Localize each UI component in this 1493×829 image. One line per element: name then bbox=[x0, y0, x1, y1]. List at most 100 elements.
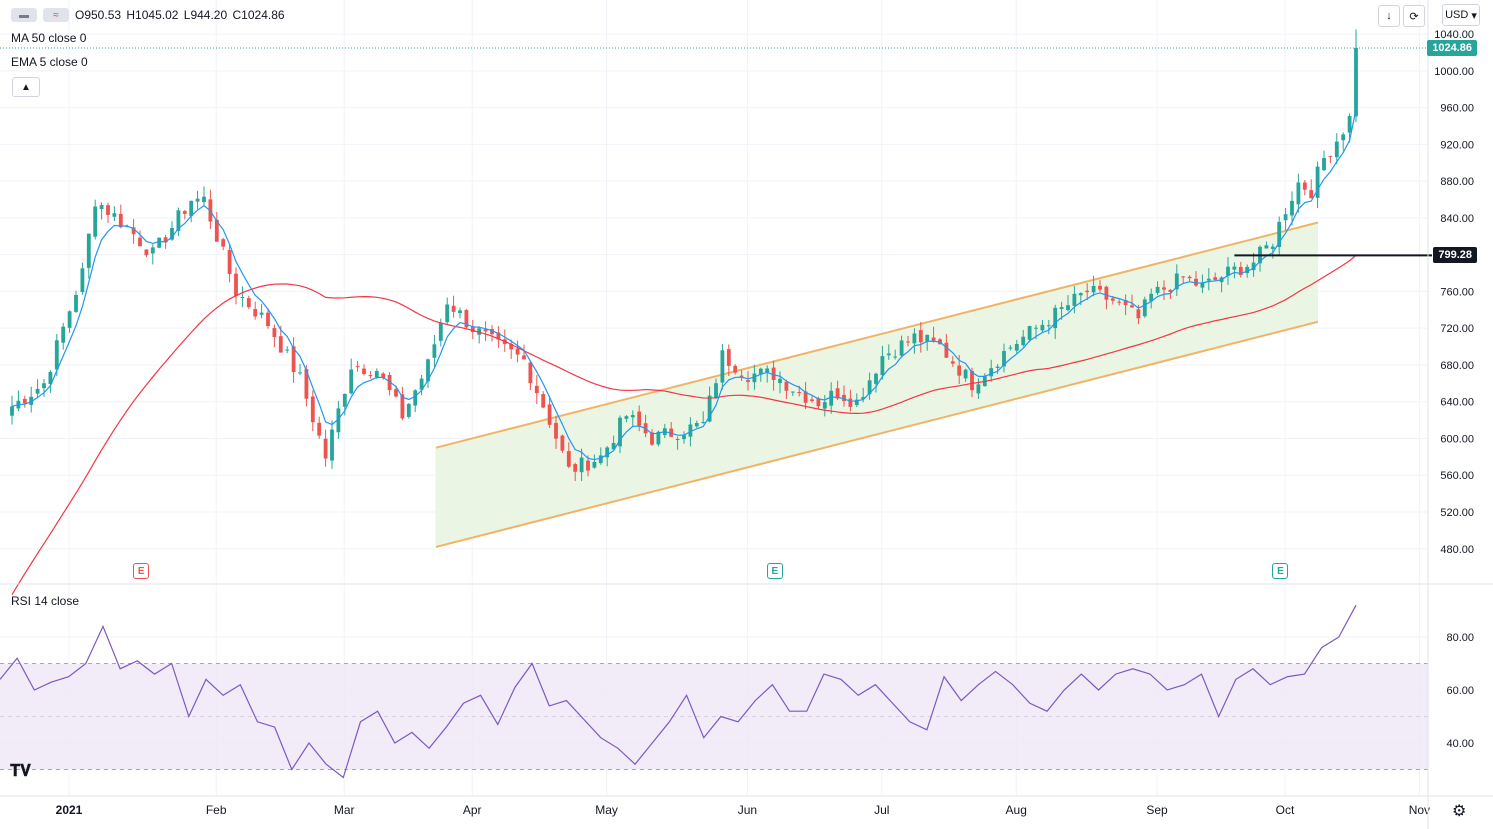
candle[interactable] bbox=[822, 394, 827, 417]
candle[interactable] bbox=[323, 429, 328, 467]
candle[interactable] bbox=[701, 411, 706, 424]
candle[interactable] bbox=[1290, 191, 1294, 226]
candle[interactable] bbox=[1296, 173, 1301, 213]
candle[interactable] bbox=[784, 379, 789, 400]
candle[interactable] bbox=[790, 391, 795, 396]
candle[interactable] bbox=[880, 345, 885, 380]
candle[interactable] bbox=[195, 190, 200, 210]
candle[interactable] bbox=[842, 385, 846, 407]
candle[interactable] bbox=[963, 368, 968, 382]
candle[interactable] bbox=[598, 447, 603, 465]
candle[interactable] bbox=[1309, 179, 1314, 199]
candle[interactable] bbox=[131, 219, 136, 244]
gear-icon[interactable]: ⚙ bbox=[1452, 803, 1467, 820]
candle[interactable] bbox=[458, 307, 462, 319]
candle[interactable] bbox=[1226, 257, 1230, 285]
candle[interactable] bbox=[1104, 285, 1109, 310]
candle[interactable] bbox=[739, 369, 744, 382]
candle[interactable] bbox=[637, 405, 642, 432]
candle[interactable] bbox=[925, 334, 930, 351]
candle[interactable] bbox=[1181, 276, 1186, 284]
candle[interactable] bbox=[413, 389, 418, 413]
candle[interactable] bbox=[618, 415, 622, 454]
candle[interactable] bbox=[912, 328, 917, 354]
wave-icon[interactable]: ≈ bbox=[43, 8, 69, 22]
candle[interactable] bbox=[86, 233, 91, 279]
candle[interactable] bbox=[1014, 339, 1019, 354]
candle[interactable] bbox=[477, 326, 482, 344]
candle[interactable] bbox=[931, 326, 936, 343]
candle[interactable] bbox=[1238, 261, 1243, 278]
tradingview-logo[interactable]: 𝐓𝐕 bbox=[10, 763, 31, 780]
candle[interactable] bbox=[266, 308, 270, 329]
candle[interactable] bbox=[221, 237, 226, 251]
arrow-down-icon[interactable]: ↓ bbox=[1378, 5, 1400, 27]
candle[interactable] bbox=[234, 267, 238, 305]
refresh-icon[interactable]: ⟳ bbox=[1403, 5, 1425, 27]
candle[interactable] bbox=[342, 393, 347, 416]
candle[interactable] bbox=[1117, 299, 1122, 306]
candle[interactable] bbox=[726, 344, 731, 376]
candle[interactable] bbox=[16, 390, 21, 411]
candle[interactable] bbox=[848, 389, 853, 412]
minus-icon[interactable]: ▬ bbox=[11, 8, 37, 22]
candle[interactable] bbox=[1251, 252, 1256, 277]
candle[interactable] bbox=[490, 325, 494, 342]
candle[interactable] bbox=[1206, 268, 1211, 291]
candle[interactable] bbox=[682, 431, 686, 444]
candle[interactable] bbox=[989, 359, 994, 382]
currency-select[interactable]: USD ▾ bbox=[1442, 4, 1480, 26]
ema-legend[interactable]: EMA 5 close 0 bbox=[11, 55, 88, 69]
candle[interactable] bbox=[573, 462, 578, 482]
candle[interactable] bbox=[906, 336, 910, 347]
candle[interactable] bbox=[451, 295, 456, 318]
candle[interactable] bbox=[675, 436, 680, 450]
candle[interactable] bbox=[874, 372, 878, 393]
candle[interactable] bbox=[1213, 272, 1218, 281]
candle[interactable] bbox=[483, 321, 488, 342]
candle[interactable] bbox=[400, 386, 405, 421]
candle[interactable] bbox=[445, 297, 450, 324]
candle[interactable] bbox=[720, 343, 725, 390]
candle[interactable] bbox=[1040, 320, 1045, 333]
candle[interactable] bbox=[778, 371, 782, 394]
time-axis[interactable]: 2021 Feb Mar Apr May Jun Jul Aug Sep Oct Nov bbox=[56, 803, 1430, 817]
candle[interactable] bbox=[1027, 325, 1032, 343]
candle[interactable] bbox=[694, 420, 699, 428]
candle[interactable] bbox=[470, 319, 475, 340]
candle[interactable] bbox=[1149, 288, 1154, 309]
candle[interactable] bbox=[867, 372, 872, 400]
candle[interactable] bbox=[150, 244, 155, 265]
candle[interactable] bbox=[112, 206, 117, 222]
candle[interactable] bbox=[1264, 241, 1269, 249]
candle[interactable] bbox=[560, 434, 565, 454]
candle[interactable] bbox=[93, 199, 98, 240]
candle[interactable] bbox=[918, 322, 923, 353]
ma-legend[interactable]: MA 50 close 0 bbox=[11, 31, 87, 45]
candle[interactable] bbox=[253, 301, 258, 320]
candle[interactable] bbox=[1155, 281, 1160, 295]
candle[interactable] bbox=[1002, 343, 1006, 373]
candle[interactable] bbox=[605, 446, 610, 467]
candle[interactable] bbox=[1091, 275, 1096, 297]
candle[interactable] bbox=[522, 344, 526, 360]
candle[interactable] bbox=[835, 380, 840, 401]
candle[interactable] bbox=[99, 202, 104, 220]
candle[interactable] bbox=[157, 237, 162, 248]
channel-upper-line[interactable] bbox=[435, 221, 1319, 449]
candle[interactable] bbox=[291, 337, 296, 383]
candle[interactable] bbox=[566, 442, 571, 469]
candle[interactable] bbox=[29, 386, 34, 413]
candle[interactable] bbox=[1098, 280, 1102, 293]
candle[interactable] bbox=[1283, 207, 1288, 231]
candle[interactable] bbox=[1142, 296, 1147, 318]
candle[interactable] bbox=[182, 210, 187, 220]
candle[interactable] bbox=[650, 429, 654, 447]
rsi-axis[interactable]: 80.00 60.00 40.00 bbox=[1446, 632, 1474, 750]
candle[interactable] bbox=[1187, 275, 1192, 282]
candle[interactable] bbox=[138, 230, 142, 247]
candle[interactable] bbox=[886, 344, 891, 360]
earnings-marker[interactable]: E bbox=[1272, 563, 1289, 579]
candle[interactable] bbox=[541, 391, 546, 409]
candle[interactable] bbox=[803, 381, 808, 410]
